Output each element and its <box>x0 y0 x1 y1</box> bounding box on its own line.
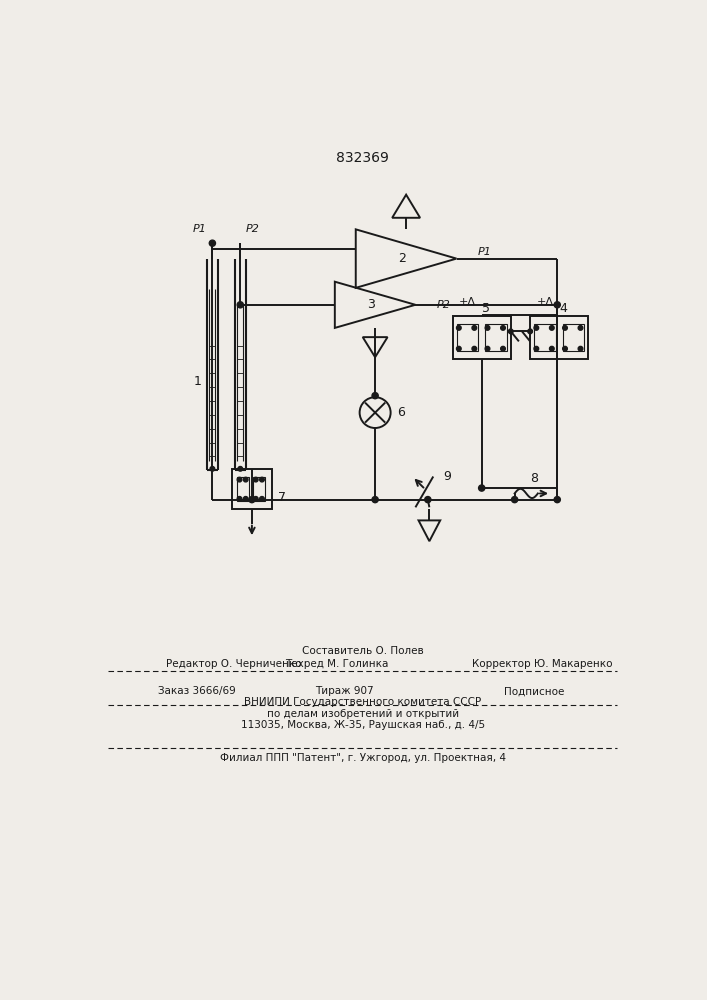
Circle shape <box>485 346 490 351</box>
Circle shape <box>549 326 554 330</box>
Circle shape <box>372 393 378 399</box>
Circle shape <box>237 477 242 482</box>
Circle shape <box>457 326 461 330</box>
Circle shape <box>237 302 243 308</box>
Text: Корректор Ю. Макаренко: Корректор Ю. Макаренко <box>472 659 612 669</box>
Text: по делам изобретений и открытий: по делам изобретений и открытий <box>267 709 459 719</box>
Circle shape <box>554 497 561 503</box>
Bar <box>237 477 249 501</box>
Circle shape <box>238 467 243 471</box>
Text: 4: 4 <box>559 302 567 315</box>
Text: +Δ: +Δ <box>537 297 554 307</box>
Circle shape <box>259 497 264 501</box>
Circle shape <box>563 346 567 351</box>
Circle shape <box>554 302 561 308</box>
Circle shape <box>253 477 258 482</box>
Text: 7: 7 <box>279 491 286 504</box>
Circle shape <box>534 326 539 330</box>
Text: 2: 2 <box>398 252 407 265</box>
Circle shape <box>209 240 216 246</box>
Text: 3: 3 <box>368 298 375 311</box>
Text: 1: 1 <box>194 375 201 388</box>
Bar <box>232 469 272 509</box>
Bar <box>534 324 556 351</box>
Circle shape <box>501 346 506 351</box>
Text: Подписное: Подписное <box>504 686 564 696</box>
Circle shape <box>472 346 477 351</box>
Circle shape <box>243 477 248 482</box>
Circle shape <box>249 497 255 503</box>
Bar <box>452 316 510 359</box>
Bar <box>530 316 588 359</box>
Text: Редактор О. Черниченко: Редактор О. Черниченко <box>166 659 301 669</box>
Bar <box>563 324 585 351</box>
Text: Составитель О. Полев: Составитель О. Полев <box>302 646 423 656</box>
Circle shape <box>472 326 477 330</box>
Circle shape <box>243 497 248 501</box>
Text: P2: P2 <box>246 224 259 234</box>
Circle shape <box>578 326 583 330</box>
Text: +Δ: +Δ <box>460 297 477 307</box>
Bar <box>457 324 478 351</box>
Circle shape <box>259 477 264 482</box>
Circle shape <box>563 326 567 330</box>
Text: P1: P1 <box>193 224 207 234</box>
Text: P2: P2 <box>437 300 451 310</box>
Text: P1: P1 <box>478 247 492 257</box>
Text: 8: 8 <box>530 472 538 485</box>
Text: Филиал ППП "Патент", г. Ужгород, ул. Проектная, 4: Филиал ППП "Патент", г. Ужгород, ул. Про… <box>220 753 506 763</box>
Circle shape <box>534 346 539 351</box>
Text: 832369: 832369 <box>337 151 389 165</box>
Text: ВНИИПИ Государственного комитета СССР: ВНИИПИ Государственного комитета СССР <box>244 697 481 707</box>
Text: 6: 6 <box>397 406 404 419</box>
Circle shape <box>485 326 490 330</box>
Circle shape <box>508 329 513 334</box>
Circle shape <box>479 485 485 491</box>
Circle shape <box>578 346 583 351</box>
Circle shape <box>512 497 518 503</box>
Circle shape <box>457 346 461 351</box>
Circle shape <box>372 497 378 503</box>
Circle shape <box>501 326 506 330</box>
Circle shape <box>210 467 215 471</box>
Circle shape <box>528 329 532 334</box>
Text: Заказ 3666/69: Заказ 3666/69 <box>158 686 236 696</box>
Text: 9: 9 <box>443 470 451 483</box>
Text: 113035, Москва, Ж-35, Раушская наб., д. 4/5: 113035, Москва, Ж-35, Раушская наб., д. … <box>240 720 485 730</box>
Text: Тираж 907: Тираж 907 <box>315 686 373 696</box>
Circle shape <box>237 497 242 501</box>
Circle shape <box>425 497 431 503</box>
Text: Техред М. Голинка: Техред М. Голинка <box>285 659 388 669</box>
Bar <box>485 324 507 351</box>
Circle shape <box>549 346 554 351</box>
Circle shape <box>253 497 258 501</box>
Bar <box>253 477 265 501</box>
Text: 5: 5 <box>481 302 489 315</box>
